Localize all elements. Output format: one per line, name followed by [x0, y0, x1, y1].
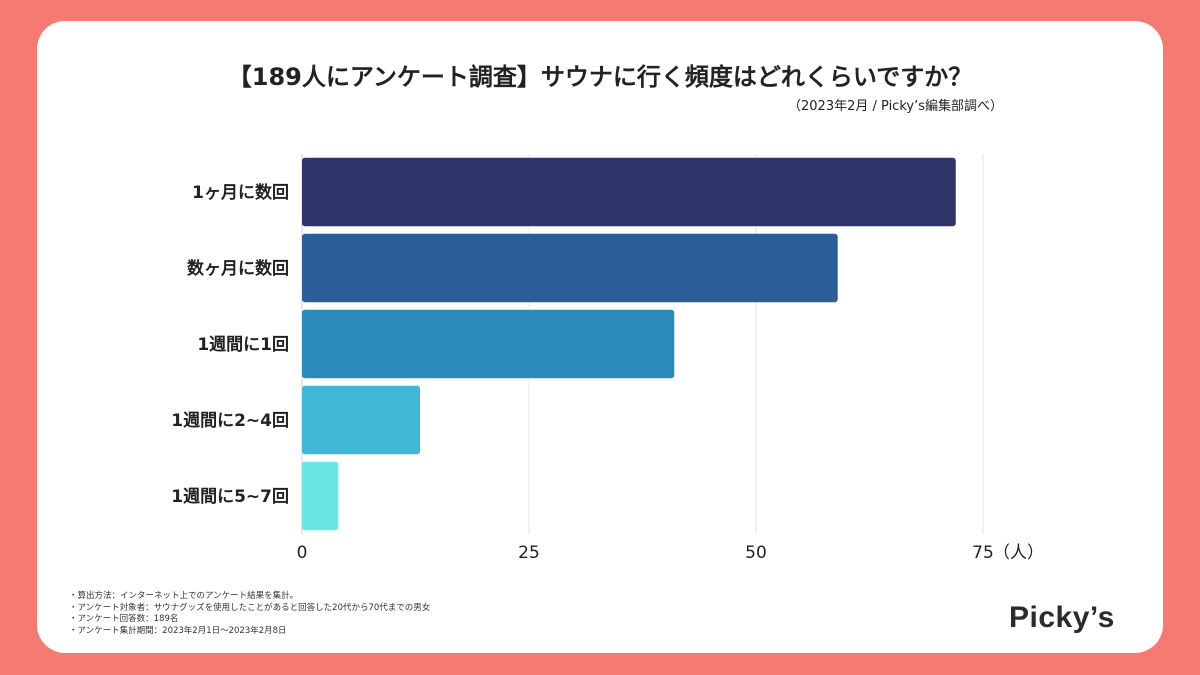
bar [302, 233, 838, 303]
x-tick-label: 25 [518, 543, 540, 563]
bar [302, 309, 675, 379]
category-label: 1週間に5~7回 [171, 487, 289, 507]
x-tick-label: 75 [972, 543, 994, 563]
bar [302, 385, 421, 455]
category-label: 1週間に1回 [197, 335, 289, 355]
category-label: 1週間に2~4回 [171, 411, 289, 431]
bar [302, 157, 956, 227]
category-label: 数ヶ月に数回 [187, 258, 289, 279]
x-unit-label: （人） [993, 543, 1044, 563]
brand-logo: Picky’s [1009, 601, 1115, 634]
survey-notes: ・算出方法：インターネット上でのアンケート結果を集計。 ・アンケート対象者：サウ… [69, 591, 430, 637]
note-method: ・算出方法：インターネット上でのアンケート結果を集計。 [69, 591, 299, 601]
note-target: ・アンケート対象者：サウナグッズを使用したことがあると回答した20代から70代ま… [69, 602, 431, 613]
x-tick-label: 0 [297, 543, 308, 563]
bar [302, 461, 339, 531]
chart-title: 【189人にアンケート調査】サウナに行く頻度はどれくらいですか？ [227, 63, 973, 91]
chart-subtitle: （2023年2月 / Picky’s編集部調べ） [788, 99, 1003, 114]
note-period: ・アンケート集計期間：2023年2月1日〜2023年2月8日 [69, 625, 287, 636]
chart-card: 【189人にアンケート調査】サウナに行く頻度はどれくらいですか？ （2023年2… [37, 21, 1163, 653]
note-count: ・アンケート回答数：189名 [69, 614, 179, 624]
category-label: 1ヶ月に数回 [192, 182, 289, 203]
x-tick-label: 50 [745, 543, 767, 563]
